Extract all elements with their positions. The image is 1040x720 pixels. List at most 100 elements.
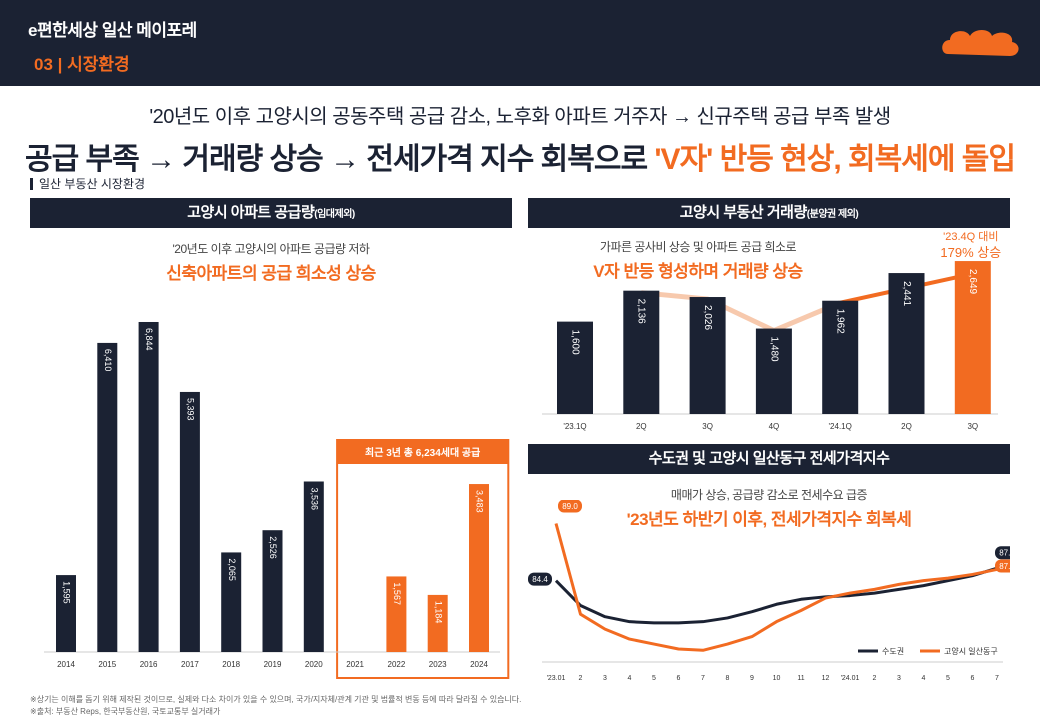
supply-title-note: (임대제외) [314,209,355,220]
jeonse-annotation-orange: '23년도 하반기 이후, 전세가격지수 회복세 [626,510,912,529]
x-tick-10: 11 [797,675,804,682]
bar-2020 [303,481,324,652]
legend-label-1: 고양시 일산동구 [944,646,998,656]
x-tick-6: 7 [701,675,705,682]
bar-label-2019: 2,526 [268,536,278,559]
cloud-icon [942,30,1019,56]
x-tick-2016: 2016 [140,660,158,669]
bar-label-2014: 1,595 [62,581,72,604]
series-end-badge-0 [995,546,1010,560]
x-tick-4: 5 [652,675,656,682]
bar-label-2022: 1,567 [392,582,402,605]
section-title: 03 | 시장환경 [34,55,130,74]
bar-2Q-1 [623,290,660,414]
series-start-label-0: 84.4 [532,575,548,584]
bar-2015 [97,342,118,652]
transaction-chart: 1,600 '23.1Q 2,136 2Q 2,026 3Q 1,480 4Q 1,962 '24… [542,230,1001,431]
bar-label-6: 2,649 [967,269,978,294]
bar-2022 [386,576,407,652]
bar-label-2017: 5,393 [186,398,196,421]
bar-3Q-6 [954,261,991,414]
bar-label-5: 2,441 [901,281,912,306]
x-tick-16: 5 [946,675,950,682]
footnote-disclaimer: ※상기는 이해를 돕기 위해 제작된 것이므로, 실제와 다소 차이가 있을 수… [30,695,522,704]
bar-label-2020: 3,536 [309,487,319,510]
bar-2019 [262,530,283,652]
x-tick-0: '23.1Q [563,422,586,431]
x-tick-4: '24.1Q [829,422,852,431]
x-tick-2022: 2022 [388,660,406,669]
bar-label-4: 1,962 [835,309,846,334]
x-tick-13: 2 [873,675,877,682]
headline-prefix: 공급 부족 → 거래량 상승 → 전세가격 지수 회복으로 [25,143,655,176]
bar-label-1: 2,136 [636,299,647,324]
legend-label-0: 수도권 [882,646,904,656]
transaction-title-note: (분양권 제외) [806,209,859,220]
supply-annotation-gray: '20년도 이후 고양시의 아파트 공급량 저하 [172,242,370,256]
bar-label-0: 1,600 [569,330,580,355]
transaction-annotation: 가파른 공사비 상승 및 아파트 공급 희소로 V자 반등 형성하며 거래량 상… [528,238,868,282]
x-tick-2018: 2018 [222,660,240,669]
transaction-annotation-gray: 가파른 공사비 상승 및 아파트 공급 희소로 [599,240,797,254]
bar-2016 [138,321,159,652]
brand-title: e편한세상 일산 메이포레 [28,21,197,40]
transaction-title-text: 고양시 부동산 거래량 [679,204,808,221]
header-bar: e편한세상 일산 메이포레 03 | 시장환경 [0,0,1040,86]
series-line-1 [554,523,998,652]
supply-chart: 최근 3년 총 6,234세대 공급 1,595 2014 6,410 2015 6,84… [44,321,510,679]
transaction-chart-title: 고양시 부동산 거래량(분양권 제외) [528,198,1010,228]
subtitle: '20년도 이후 고양시의 공동주택 공급 감소, 노후화 아파트 거주자 → … [149,106,891,128]
x-tick-15: 4 [922,675,926,682]
series-start-label-1: 89.0 [562,502,578,511]
x-tick-3: 4Q [769,422,780,431]
x-tick-5: 2Q [901,422,912,431]
series-end-label-0: 87.9 [999,549,1010,558]
x-tick-9: 10 [773,675,781,682]
trend-line-dip [641,290,842,334]
bar-label-2: 2,026 [702,305,713,330]
footnote-source: ※출처: 부동산 Reps, 한국부동산원, 국토교통부 실거래가 [30,707,221,716]
x-tick-6: 3Q [967,422,978,431]
x-tick-2: 3 [603,675,607,682]
callout-line-2: 179% 상승 [940,245,1001,260]
headline-accent: 'V자' 반등 현상, 회복세에 돌입 [654,143,1016,176]
supply-annotation: '20년도 이후 고양시의 아파트 공급량 저하 신축아파트의 공급 희소성 상… [30,240,512,284]
bar-2Q-5 [888,273,925,414]
highlight-box-header [337,440,509,464]
headline: 공급 부족 → 거래량 상승 → 전세가격 지수 회복으로 'V자' 반등 현상… [0,134,1040,178]
jeonse-annotation-gray: 매매가 상승, 공급량 감소로 전세수요 급증 [670,488,868,502]
x-tick-5: 6 [677,675,681,682]
bar-label-2024: 3,483 [475,490,485,513]
jeonse-annotation: 매매가 상승, 공급량 감소로 전세수요 급증 '23년도 하반기 이후, 전세… [528,486,1010,530]
bar-label-2018: 2,065 [227,558,237,581]
series-start-badge-0 [528,572,552,586]
x-tick-17: 6 [971,675,975,682]
bar-'24.1Q-4 [822,300,859,414]
bar-label-2023: 1,184 [433,601,443,624]
x-tick-2024: 2024 [470,660,488,669]
x-tick-2020: 2020 [305,660,323,669]
series-end-badge-1 [995,559,1010,573]
bar-2024 [469,484,489,652]
x-tick-14: 3 [897,675,901,682]
jeonse-chart-title: 수도권 및 고양시 일산동구 전세가격지수 [528,444,1010,474]
x-tick-7: 8 [726,675,730,682]
x-tick-12: '24.01 [841,675,860,682]
bar-3Q-2 [689,297,726,414]
bar-label-2015: 6,410 [103,349,113,372]
transaction-annotation-orange: V자 반등 형성하며 거래량 상승 [593,262,803,281]
bar-4Q-3 [755,328,792,414]
bar-2014 [56,575,76,652]
x-tick-1: 2Q [636,422,647,431]
series-end-label-1: 87.2 [999,562,1010,571]
x-tick-2015: 2015 [98,660,116,669]
series-line-0 [554,566,998,625]
bar-2017 [179,391,200,652]
x-tick-1: 2 [579,675,583,682]
supply-chart-title: 고양시 아파트 공급량(임대제외) [30,198,512,228]
bar-2018 [221,552,242,652]
x-tick-2019: 2019 [264,660,282,669]
highlight-box-label: 최근 3년 총 6,234세대 공급 [365,446,480,459]
x-tick-18: 7 [995,675,999,682]
x-tick-0: '23.01 [547,675,566,682]
